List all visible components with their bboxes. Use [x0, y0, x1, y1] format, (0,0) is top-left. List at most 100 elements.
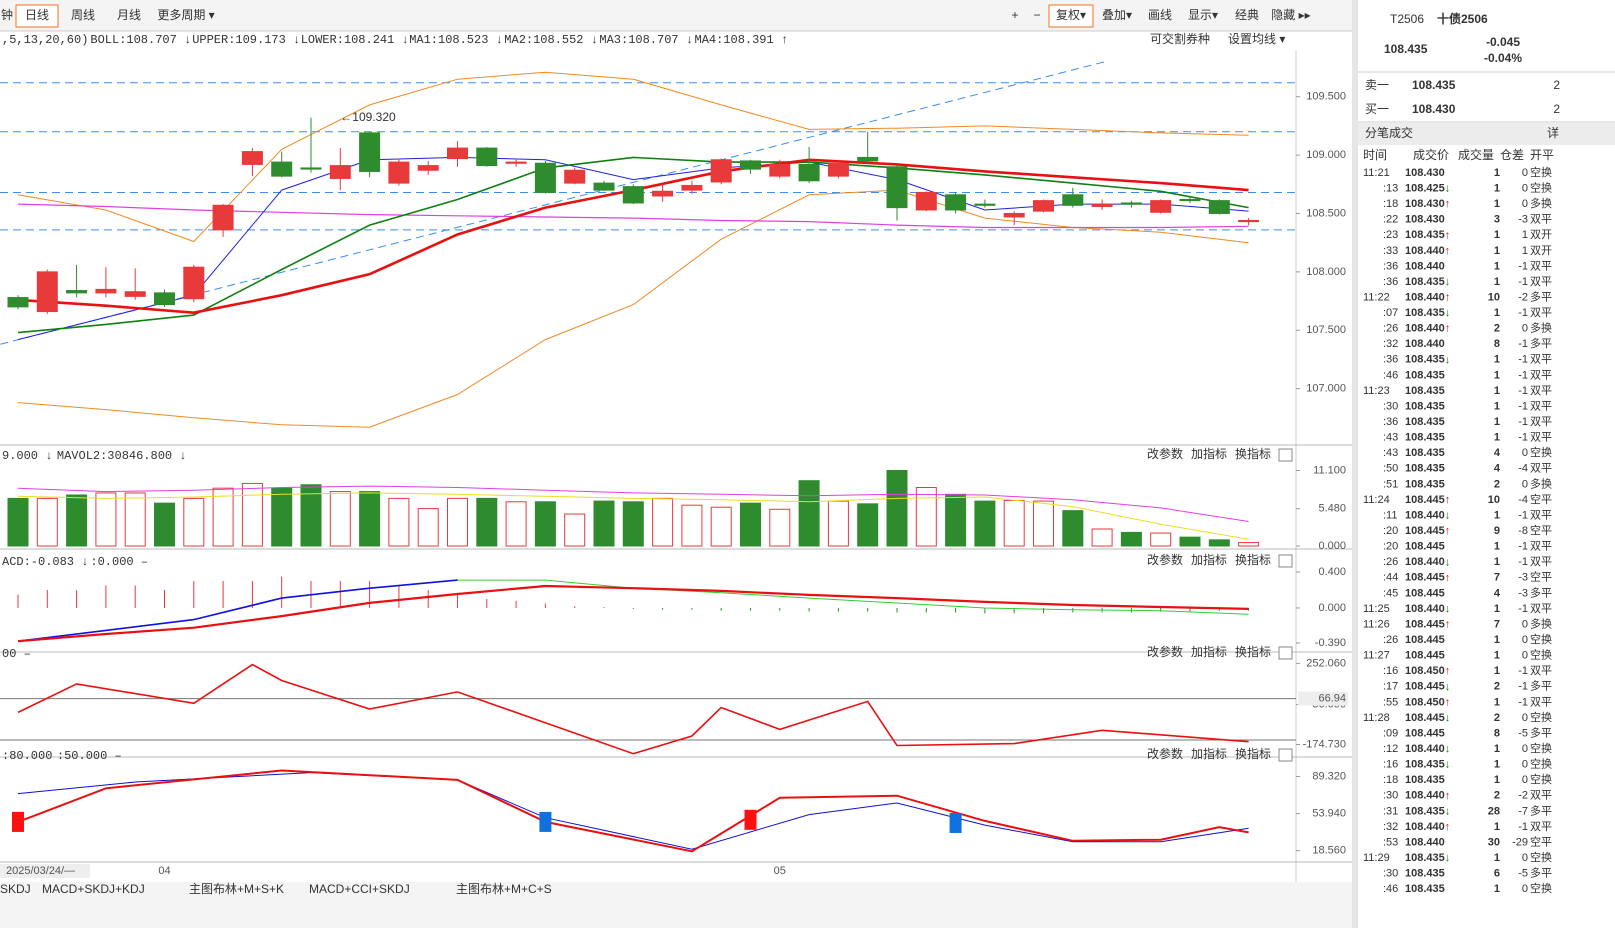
indicator-line — [17, 772, 1249, 850]
detail-button[interactable]: 详 — [1547, 125, 1559, 140]
y-tick-label: 53.940 — [1312, 807, 1346, 819]
bottom-tab[interactable]: 主图布林+M+S+K — [189, 882, 284, 896]
tick-time: 11:25 — [1363, 603, 1390, 615]
period-button[interactable]: 日线 — [25, 8, 49, 22]
tick-price: 108.430 — [1405, 167, 1445, 179]
volume-bar — [1179, 536, 1201, 547]
tool-button[interactable]: 叠加▾ — [1102, 8, 1132, 22]
volume-bar — [1033, 500, 1054, 547]
panel-button[interactable]: 加指标 — [1191, 446, 1227, 461]
tick-time: :13 — [1383, 182, 1398, 194]
volume-bar — [447, 497, 468, 547]
tick-type: 双平 — [1530, 540, 1552, 553]
tick-volume: 2 — [1494, 712, 1500, 724]
panel-button[interactable]: 改参数 — [1147, 446, 1183, 461]
panel-button[interactable]: 改参数 — [1147, 746, 1183, 761]
candle-body — [681, 184, 703, 191]
volume-bar — [886, 470, 908, 547]
splitter — [1352, 0, 1358, 928]
tick-time: :30 — [1383, 400, 1398, 412]
period-button[interactable]: 钟 — [1, 7, 13, 22]
panel-button[interactable]: 改参数 — [1147, 644, 1183, 659]
tick-price: 108.445↓ — [1405, 712, 1450, 724]
indicator-line — [17, 579, 458, 642]
volume-bar — [1120, 531, 1142, 547]
tick-type: 双平 — [1530, 275, 1552, 288]
tick-oi-change: -29 — [1512, 836, 1528, 848]
volume-bar — [1091, 528, 1113, 547]
bottom-tab[interactable]: MACD+SKDJ+KDJ — [42, 882, 145, 896]
tick-type: 多平 — [1530, 289, 1552, 303]
panel-header: :0.000 – — [90, 555, 148, 569]
panel-button[interactable]: 换指标 — [1235, 552, 1271, 567]
panel-button[interactable]: 换指标 — [1235, 644, 1271, 659]
period-button[interactable]: 周线 — [71, 8, 95, 22]
tick-price: 108.435↑ — [1405, 229, 1450, 241]
y-tick-label: 5.480 — [1318, 503, 1346, 515]
tool-button[interactable]: 显示▾ — [1188, 8, 1218, 22]
tick-price: 108.440↑ — [1405, 291, 1450, 303]
tick-volume: 1 — [1494, 354, 1500, 366]
tick-volume: 2 — [1494, 790, 1500, 802]
panel-button[interactable]: 换指标 — [1235, 446, 1271, 461]
panel-button[interactable]: 改参数 — [1147, 552, 1183, 567]
candle-body — [857, 156, 879, 162]
tool-button[interactable]: 画线 — [1148, 8, 1172, 22]
tick-time: 11:22 — [1363, 291, 1390, 303]
tool-button[interactable]: − — [1033, 8, 1040, 22]
tick-oi-change: -1 — [1518, 509, 1528, 521]
tick-oi-change: -1 — [1518, 416, 1528, 428]
panel-close[interactable] — [1278, 748, 1293, 762]
candle-body — [183, 266, 205, 300]
bottom-tab[interactable]: MACD+CCI+SKDJ — [309, 882, 410, 896]
tick-price: 108.445↑ — [1405, 572, 1450, 584]
tick-oi-change: -5 — [1518, 727, 1528, 739]
panel-close[interactable] — [1278, 554, 1293, 568]
menu-link[interactable]: 可交割券种 — [1150, 31, 1210, 46]
panel-button[interactable]: 加指标 — [1191, 552, 1227, 567]
volume-bar — [710, 506, 732, 547]
volume-bar — [183, 497, 205, 547]
tick-volume: 1 — [1494, 276, 1500, 288]
tick-price: 108.450↑ — [1405, 696, 1450, 708]
volume-bar — [329, 491, 351, 547]
tick-oi-change: 0 — [1522, 774, 1528, 786]
tick-type: 双平 — [1530, 353, 1552, 366]
tick-oi-change: 0 — [1522, 759, 1528, 771]
tick-price: 108.435↓ — [1405, 852, 1450, 864]
tool-button[interactable]: + — [1011, 8, 1018, 22]
panel-close[interactable] — [1278, 646, 1293, 660]
column-header: 成交价 — [1413, 147, 1449, 162]
signal-marker — [12, 811, 24, 832]
menu-link[interactable]: 设置均线 ▾ — [1228, 32, 1285, 46]
signal-marker — [744, 809, 757, 830]
period-button[interactable]: 月线 — [117, 8, 141, 22]
tool-button[interactable]: 复权▾ — [1056, 8, 1086, 22]
volume-bar — [798, 480, 820, 547]
tool-button[interactable]: 经典 — [1235, 8, 1259, 22]
tick-volume: 7 — [1494, 572, 1500, 584]
tick-volume: 1 — [1494, 182, 1500, 194]
tick-price: 108.430↑ — [1405, 198, 1450, 210]
volume-bar — [652, 497, 674, 547]
tick-oi-change: -5 — [1518, 868, 1528, 880]
volume-bar — [593, 500, 615, 547]
panel-button[interactable]: 加指标 — [1191, 746, 1227, 761]
candle-body — [798, 163, 820, 182]
tick-oi-change: 1 — [1522, 245, 1528, 257]
tick-price: 108.435 — [1405, 416, 1445, 428]
y-tick-label: 108.000 — [1306, 266, 1346, 278]
panel-close[interactable] — [1278, 448, 1293, 462]
signal-marker — [949, 812, 962, 833]
bottom-tab[interactable]: SKDJ — [0, 882, 31, 896]
tool-button[interactable]: 隐藏 ▸▸ — [1271, 8, 1310, 22]
bottom-tab[interactable]: 主图布林+M+C+S — [456, 882, 552, 896]
panel-button[interactable]: 换指标 — [1235, 746, 1271, 761]
tick-time: :23 — [1383, 229, 1398, 241]
tick-time: :36 — [1383, 416, 1398, 428]
period-button[interactable]: 更多周期 ▾ — [157, 8, 214, 22]
tick-time: :36 — [1383, 354, 1398, 366]
candle-body — [534, 162, 556, 193]
tick-oi-change: 0 — [1522, 650, 1528, 662]
panel-button[interactable]: 加指标 — [1191, 644, 1227, 659]
